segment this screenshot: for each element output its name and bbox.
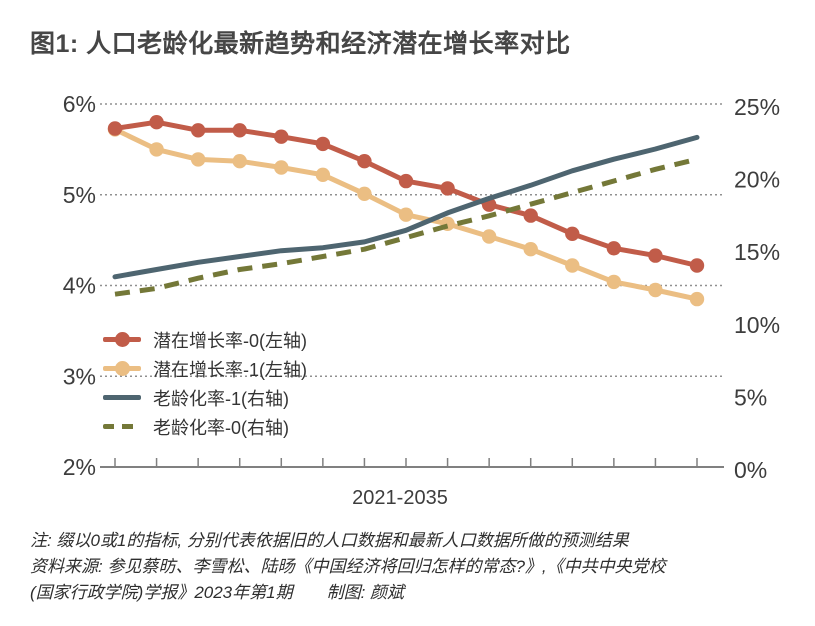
right-axis-tick-label: 5% — [734, 384, 767, 410]
right-axis-tick-label: 25% — [734, 94, 780, 120]
series-0-line — [107, 115, 705, 273]
legend-label-aging-rate-0: 老龄化率-0(右轴) — [153, 417, 289, 438]
series-0-point — [107, 121, 123, 136]
footnote-source-line-2: (国家行政学院)学报》2023年第1期 制图: 颜斌 — [30, 583, 405, 602]
chart-legend: 潜在增长率-0(左轴) 潜在增长率-1(左轴) 老龄化率-1(右轴) 老龄化率-… — [103, 325, 307, 441]
legend-item-potential-growth-0: 潜在增长率-0(左轴) — [103, 325, 307, 354]
left-axis-tick-label: 4% — [63, 273, 96, 299]
right-axis-tick-label: 10% — [734, 312, 780, 338]
right-axis-tick-label: 20% — [734, 167, 780, 193]
series-1-point — [315, 167, 331, 182]
series-1-point — [149, 142, 164, 157]
legend-item-potential-growth-1: 潜在增长率-1(左轴) — [103, 354, 307, 383]
series-1-point — [523, 242, 538, 257]
series-0-point — [274, 129, 289, 144]
left-axis-labels: 6% 5% 4% 3% 2% — [63, 91, 96, 480]
left-axis-tick-label: 5% — [63, 182, 96, 208]
series-1-point — [481, 229, 497, 244]
chart-title: 图1: 人口老龄化最新趋势和经济潜在增长率对比 — [30, 30, 571, 58]
series-0-point — [232, 123, 247, 138]
series-0-point — [315, 136, 331, 152]
series-0-point — [648, 248, 663, 263]
legend-item-aging-rate-1: 老龄化率-1(右轴) — [103, 383, 307, 412]
series-1-point — [190, 152, 206, 167]
legend-label-potential-growth-1: 潜在增长率-1(左轴) — [153, 359, 307, 380]
legend-item-aging-rate-0: 老龄化率-0(右轴) — [103, 412, 307, 441]
series-0-point — [190, 123, 206, 138]
series-1-point — [398, 207, 414, 222]
series-1-point — [274, 160, 289, 175]
footnotes: 注: 缀以0或1的指标, 分别代表依据旧的人口数据和最新人口数据所做的预测结果 … — [30, 528, 666, 606]
x-axis-range-label: 2021-2035 — [352, 487, 448, 509]
left-axis-tick-label: 6% — [63, 91, 96, 117]
legend-marker-aging-rate-0 — [103, 419, 141, 434]
series-0-point — [565, 226, 580, 241]
series-1-point — [357, 186, 372, 201]
series-0-point — [398, 173, 414, 189]
series-1-point — [232, 154, 247, 169]
legend-marker-potential-growth-0 — [103, 332, 141, 347]
series-0-point — [523, 208, 538, 223]
legend-label-potential-growth-0: 潜在增长率-0(左轴) — [153, 330, 307, 351]
footnote-note: 注: 缀以0或1的指标, 分别代表依据旧的人口数据和最新人口数据所做的预测结果 — [30, 531, 629, 550]
footnote-source-line-1: 资料来源: 参见蔡昉、李雪松、陆旸《中国经济将回归怎样的常态?》,《中共中央党校 — [30, 557, 666, 576]
series-1-point — [565, 258, 580, 273]
left-axis-tick-label: 2% — [63, 454, 96, 480]
series-1-line — [107, 122, 705, 307]
legend-marker-potential-growth-1 — [103, 361, 141, 376]
series-0-point — [357, 154, 372, 169]
legend-label-aging-rate-1: 老龄化率-1(右轴) — [153, 388, 289, 409]
series-0-point — [149, 115, 164, 130]
series-2-line — [112, 134, 700, 280]
x-axis — [100, 458, 724, 468]
right-axis-tick-label: 15% — [734, 239, 780, 265]
series-1-point — [606, 274, 622, 290]
legend-marker-aging-rate-1 — [103, 390, 141, 405]
series-0-point — [689, 258, 705, 273]
chart-area: 6% 5% 4% 3% 2% 25% 20% 15% 10% 5% 0% 潜在增长率-0(左轴) 潜… — [0, 80, 815, 525]
left-axis-tick-label: 3% — [63, 363, 96, 389]
series-1-point — [689, 291, 705, 307]
series-0-point — [440, 181, 455, 196]
series-0-point — [606, 241, 622, 256]
chart-svg: 6% 5% 4% 3% 2% 25% 20% 15% 10% 5% 0% — [63, 91, 780, 483]
right-axis-labels: 25% 20% 15% 10% 5% 0% — [734, 94, 780, 483]
series-1-point — [648, 282, 663, 298]
right-axis-tick-label: 0% — [734, 457, 767, 483]
